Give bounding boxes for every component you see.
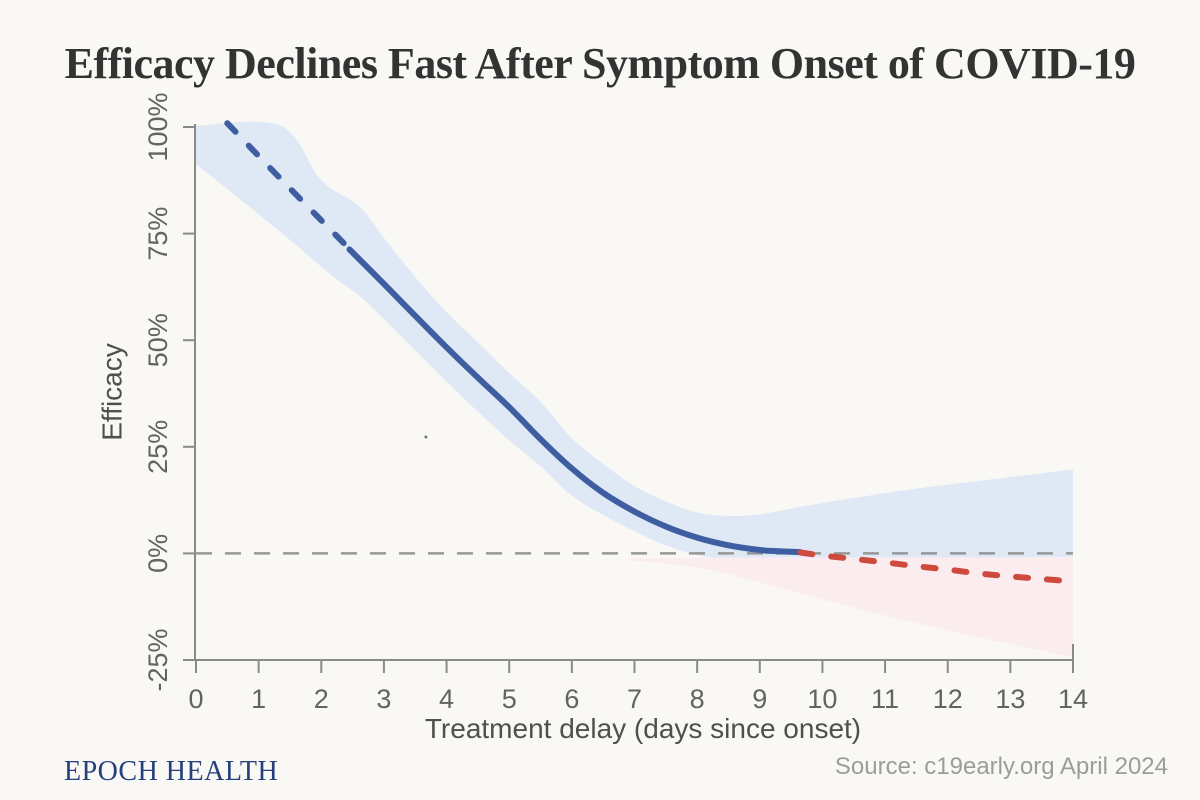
x-tick-label: 0: [188, 684, 203, 714]
source-attribution: Source: c19early.org April 2024: [834, 753, 1168, 780]
x-tick-label: 8: [690, 684, 705, 714]
x-tick-label: 3: [376, 684, 391, 714]
x-tick-label: 9: [752, 684, 767, 714]
x-tick-label: 10: [807, 684, 837, 714]
chart-title: Efficacy Declines Fast After Symptom Ons…: [64, 39, 1136, 88]
speck-artifact: [424, 435, 428, 439]
y-tick-label: 50%: [143, 313, 173, 367]
y-tick-label: 25%: [143, 420, 173, 474]
x-tick-label: 7: [627, 684, 642, 714]
x-tick-label: 11: [871, 684, 899, 714]
x-tick-label: 4: [439, 684, 454, 714]
x-tick-label: 14: [1058, 684, 1088, 714]
y-tick-label: 75%: [143, 207, 173, 261]
x-tick-label: 2: [314, 684, 329, 714]
series-efficacy-extrapolated-early: [224, 120, 353, 252]
x-tick-label: 1: [251, 684, 266, 714]
y-tick-label: -25%: [143, 628, 173, 691]
x-axis-title: Treatment delay (days since onset): [425, 713, 861, 744]
x-tick-label: 5: [502, 684, 517, 714]
series-efficacy-fitted: [346, 246, 804, 556]
brand-logo-text: EPOCH HEALTH: [64, 756, 279, 787]
series-efficacy-extrapolated-late: [797, 549, 1076, 585]
x-tick-label: 6: [564, 684, 579, 714]
x-tick-label: 13: [995, 684, 1025, 714]
confidence-band-pink: [628, 557, 1073, 657]
y-tick-label: 0%: [143, 534, 173, 573]
confidence-band-blue: [196, 121, 1073, 561]
x-tick-label: 12: [933, 684, 963, 714]
y-axis-title: Efficacy: [97, 343, 128, 441]
y-tick-label: 100%: [143, 92, 173, 161]
